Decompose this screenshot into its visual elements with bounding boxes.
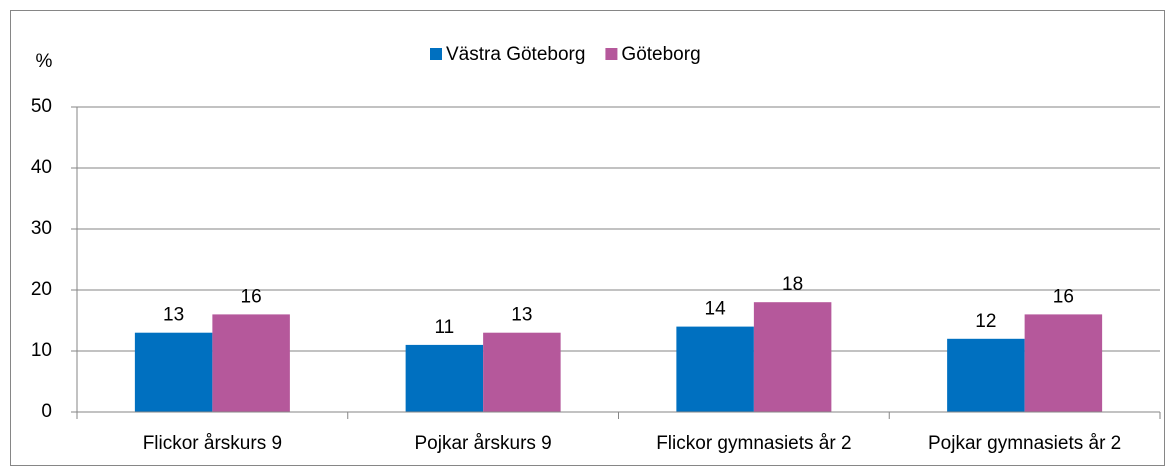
y-tick-label: 0 xyxy=(41,401,52,422)
legend-label: Västra Göteborg xyxy=(446,44,585,65)
bar xyxy=(676,326,754,412)
data-label: 18 xyxy=(782,274,803,295)
data-label: 11 xyxy=(435,317,455,338)
data-label: 13 xyxy=(511,305,532,326)
legend-swatch xyxy=(430,48,442,60)
bar xyxy=(1024,314,1103,412)
y-tick-label: 10 xyxy=(31,340,52,361)
data-label: 13 xyxy=(163,305,184,326)
bar xyxy=(947,338,1025,412)
bar xyxy=(483,332,561,412)
y-tick-label: 40 xyxy=(31,157,52,178)
bar xyxy=(753,302,832,412)
x-tick-label: Flickor gymnasiets år 2 xyxy=(656,433,851,454)
bar xyxy=(405,344,484,412)
legend-label: Göteborg xyxy=(621,44,700,65)
y-tick-label: 20 xyxy=(31,279,52,300)
data-label: 14 xyxy=(705,299,727,320)
y-tick-label: 50 xyxy=(31,96,52,117)
data-label: 16 xyxy=(1053,286,1074,307)
bar xyxy=(134,332,213,412)
x-tick-label: Flickor årskurs 9 xyxy=(143,433,282,454)
bar xyxy=(212,314,290,412)
x-tick-label: Pojkar årskurs 9 xyxy=(414,433,551,454)
y-tick-label: 30 xyxy=(31,218,52,239)
y-axis-label: % xyxy=(36,51,53,72)
data-label: 16 xyxy=(241,286,262,307)
data-label: 12 xyxy=(975,311,996,332)
x-tick-label: Pojkar gymnasiets år 2 xyxy=(928,433,1121,454)
legend-swatch xyxy=(605,48,618,60)
